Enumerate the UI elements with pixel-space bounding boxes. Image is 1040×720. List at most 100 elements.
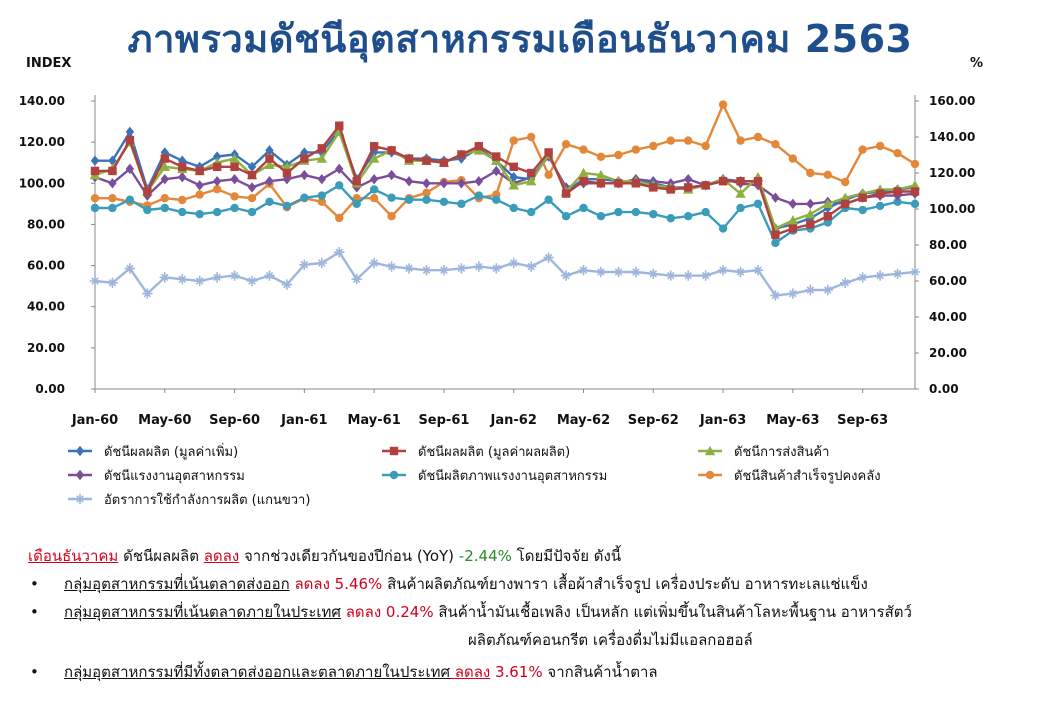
data-point-mpi_gross_output [387,146,396,155]
data-point-inventory [736,136,745,145]
x-tick-label: Jan-62 [490,413,537,428]
data-point-capacity [386,261,397,272]
left-axis-unit: INDEX [26,56,72,71]
data-point-mpi_gross_output [614,179,623,188]
data-point-mpi_gross_output [526,168,536,178]
export-group-line: • กลุ่มอุตสาหกรรมที่เน้นตลาดส่งออก ลดลง 5… [28,570,1028,598]
mixed-group-detail: จากสินค้าน้ำตาล [542,663,658,681]
data-point-productivity [143,205,152,215]
data-point-mpi_gross_output [265,154,274,163]
bullet: • [30,603,39,621]
data-point-productivity [858,205,867,215]
data-point-labor [422,178,431,189]
data-point-capacity [124,263,136,274]
data-point-mpi_gross_output [90,166,100,176]
data-point-mpi_gross_output [317,144,327,153]
series-capacity [89,247,921,301]
data-point-productivity [561,212,571,221]
data-point-shipment [281,161,293,172]
left-tick-label: 40.00 [27,300,65,314]
export-group-detail: สินค้าผลิตภัณฑ์ยางพารา เสื้อผ้าสำเร็จรูป… [382,575,868,593]
data-point-productivity [160,203,169,213]
mixed-group-down: ลดลง [450,663,491,681]
data-point-mpi_gross_output [457,150,466,159]
right-tick-label: 120.00 [929,166,975,180]
data-point-productivity [526,207,536,217]
data-point-mpi_gross_output [718,177,728,186]
data-point-shipment [805,208,816,219]
data-point-productivity [352,199,361,209]
data-point-capacity [909,266,921,278]
data-point-productivity [544,195,553,204]
domestic-group-change: ลดลง 0.24% [340,603,434,621]
data-point-productivity [125,195,135,204]
page-title: ภาพรวมดัชนีอุตสาหกรรมเดือนธันวาคม 2563 [127,17,913,61]
right-tick-label: 140.00 [929,130,975,144]
x-tick-label: Sep-62 [628,413,679,428]
data-point-capacity [805,284,816,296]
data-point-inventory [387,212,396,221]
bullet: • [30,663,39,681]
x-tick-label: Jan-61 [280,413,327,428]
data-point-mpi_gross_output [247,170,257,180]
data-point-inventory [701,141,710,151]
data-point-productivity [736,203,745,213]
legend-item-labor: ดัชนีแรงงานอุตสาหกรรม [68,468,245,484]
data-point-mpi_gross_output [875,189,885,198]
x-tick-label: May-63 [766,413,819,428]
series-productivity [90,181,920,248]
data-point-labor [195,180,204,191]
data-point-mpi_value_added [212,151,222,162]
left-tick-label: 100.00 [19,176,65,190]
legend-item-inventory: ดัชนีสินค้าสำเร็จรูปคงคลัง [698,466,881,484]
data-point-capacity [840,277,851,288]
data-point-mpi_value_added [125,126,135,138]
data-point-mpi_value_added [509,171,518,183]
data-point-mpi_gross_output [561,189,571,198]
data-point-capacity [752,265,764,276]
left-tick-label: 120.00 [19,135,65,149]
legend-item-productivity: ดัชนีผลิตภาพแรงงานอุตสาหกรรม [382,468,607,484]
data-point-labor [369,173,379,185]
data-point-shipment [264,159,275,169]
data-point-inventory [614,150,623,160]
legend-item-shipment: ดัชนีการส่งสินค้า [698,444,829,460]
data-point-inventory [753,132,763,142]
data-point-inventory [788,154,798,163]
data-point-mpi_gross_output [474,142,484,151]
data-point-capacity [351,274,362,285]
export-group-label: กลุ่มอุตสาหกรรมที่เน้นตลาดส่งออก [64,575,290,593]
data-point-productivity [753,199,763,209]
data-point-mpi_gross_output [649,183,658,192]
mixed-group-percent: 3.61% [490,663,543,681]
data-point-mpi_value_added [265,145,274,156]
data-point-inventory [561,140,571,149]
data-point-capacity [857,272,868,283]
right-tick-label: 20.00 [929,346,967,360]
data-point-labor [387,169,396,181]
x-tick-label: Sep-60 [209,413,260,428]
data-point-inventory [195,190,204,199]
data-point-productivity [910,199,920,209]
bullet: • [30,575,39,593]
data-point-mpi_gross_output [771,230,780,239]
data-point-inventory [596,152,606,161]
data-point-capacity [613,266,624,278]
x-tick-label: Sep-63 [837,413,888,428]
data-point-capacity [874,270,886,281]
data-point-inventory [160,194,169,203]
data-point-productivity [579,203,588,213]
data-point-capacity [525,261,537,272]
data-point-capacity [735,266,746,278]
data-point-shipment [229,153,240,163]
data-point-mpi_gross_output [439,158,449,167]
data-point-inventory [108,194,117,203]
data-point-shipment [578,167,589,178]
data-point-mpi_value_added [90,155,100,166]
data-point-mpi_gross_output [841,199,850,209]
data-point-capacity [578,265,589,276]
data-point-productivity [875,201,885,211]
index-line-chart: 0.00 20.00 40.00 60.00 80.00 100.00 120.00 140.… [19,94,976,508]
data-point-inventory [893,149,902,158]
data-point-mpi_gross_output [823,212,832,221]
